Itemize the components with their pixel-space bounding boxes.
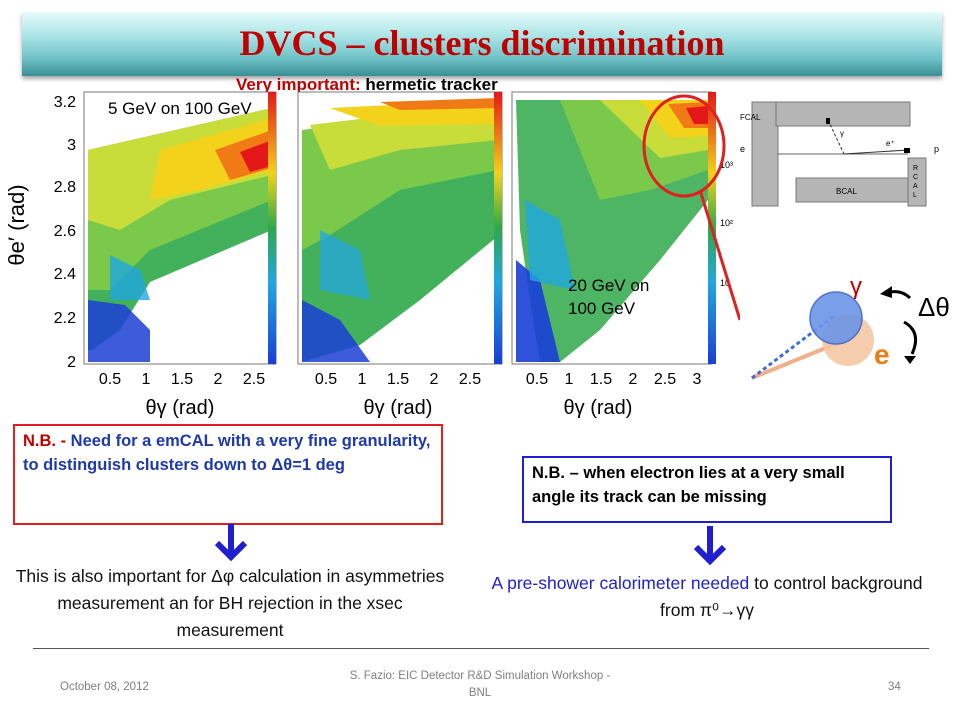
bcal-label: BCAL xyxy=(836,187,857,196)
histogram-panel-1: 5 GeV on 100 GeV xyxy=(83,91,277,365)
down-arrow-right xyxy=(693,526,727,566)
y-tick: 2.8 xyxy=(54,179,76,196)
x-tick: 2 xyxy=(629,371,638,388)
rcal-label-r: R xyxy=(913,165,918,172)
rcal-label-l: L xyxy=(913,192,917,199)
down-arrow-left xyxy=(214,524,248,562)
histogram-panels: θe′ (rad) 3.2 3 2.8 2.6 2.4 2.2 2 5 GeV … xyxy=(4,91,740,419)
importance-paragraph: This is also important for Δφ calculatio… xyxy=(15,566,445,640)
slide-title: DVCS – clusters discrimination xyxy=(239,23,725,63)
y-axis-label: θe′ (rad) xyxy=(4,184,29,265)
rcal-label-c: C xyxy=(913,174,918,181)
x-axis-label-3: θγ (rad) xyxy=(564,397,633,419)
panel-3-label-1: 20 GeV on xyxy=(568,276,649,295)
footer-credit: S. Fazio: EIC Detector R&D Simulation Wo… xyxy=(349,670,611,699)
x-axis-label-2: θγ (rad) xyxy=(364,397,433,419)
x-tick: 1 xyxy=(565,371,574,388)
x-tick: 0.5 xyxy=(99,371,121,388)
x-axis-label-1: θγ (rad) xyxy=(146,397,215,419)
note-box-emcal: N.B. - Need for a emCAL with a very fine… xyxy=(13,424,443,525)
panel-1-label: 5 GeV on 100 GeV xyxy=(108,99,252,118)
y-ticks: 3.2 3 2.8 2.6 2.4 2.2 2 xyxy=(54,94,76,371)
preshower-paragraph: A pre-shower calorimeter needed to contr… xyxy=(482,570,932,624)
x-tick: 2.5 xyxy=(459,371,481,388)
positron-label: e⁺ xyxy=(886,139,895,148)
fcal-label: FCAL xyxy=(740,113,761,122)
preshower-emphasis: A pre-shower calorimeter needed xyxy=(491,573,750,593)
electron-beam-label: e xyxy=(740,144,745,154)
title-bar xyxy=(22,12,942,76)
y-tick: 2.4 xyxy=(54,266,76,283)
histogram-panel-2 xyxy=(297,91,503,365)
x-tick: 1 xyxy=(358,371,367,388)
subtitle-rest: hermetic tracker xyxy=(360,75,498,94)
footer-date: October 08, 2012 xyxy=(60,681,149,693)
x-tick: 1 xyxy=(142,371,151,388)
page-number: 34 xyxy=(888,681,901,693)
detector-schematic: FCAL BCAL R C A L e p γ e⁺ xyxy=(736,98,948,210)
preshower-rest: to control background from π⁰→γγ xyxy=(660,573,923,620)
subtitle: Very important: hermetic tracker xyxy=(236,75,498,95)
proton-beam-label: p xyxy=(934,144,939,154)
y-tick: 2 xyxy=(67,354,76,371)
note-right-text: N.B. – when electron lies at a very smal… xyxy=(532,464,845,506)
x-tick: 2.5 xyxy=(243,371,265,388)
x-tick: 2.5 xyxy=(654,371,676,388)
y-tick: 2.2 xyxy=(54,310,76,327)
y-tick: 2.6 xyxy=(54,223,76,240)
highlight-pointer xyxy=(698,189,740,321)
electron-sketch-label: e xyxy=(874,339,890,370)
x-ticks-panel-1: 0.5 1 1.5 2 2.5 xyxy=(99,371,265,388)
note-box-tracking: N.B. – when electron lies at a very smal… xyxy=(522,456,892,523)
y-tick: 3 xyxy=(67,137,76,154)
subtitle-emphasis: Very important: xyxy=(236,75,361,94)
x-tick: 1.5 xyxy=(387,371,409,388)
x-tick: 2 xyxy=(214,371,223,388)
cluster-sketch: γ Δθ e xyxy=(751,273,950,380)
histogram-panel-3: 20 GeV on 100 GeV 10³ 10² 10 xyxy=(511,91,733,365)
x-tick: 3 xyxy=(693,371,702,388)
x-ticks-panel-2: 0.5 1 1.5 2 2.5 xyxy=(315,371,481,388)
gamma-sketch-label: γ xyxy=(850,273,862,300)
footer-divider xyxy=(33,648,929,649)
highlight-circle xyxy=(642,94,726,198)
colorbar-tick: 10³ xyxy=(720,160,733,170)
delta-theta-label: Δθ xyxy=(918,292,950,322)
x-tick: 1.5 xyxy=(171,371,193,388)
y-tick: 3.2 xyxy=(54,94,76,111)
gamma-label-small: γ xyxy=(840,129,844,138)
rcal-label-a: A xyxy=(913,183,918,190)
colorbar-tick: 10² xyxy=(720,218,733,228)
note-left-text: Need for a emCAL with a very fine granul… xyxy=(23,432,431,474)
x-tick: 0.5 xyxy=(526,371,548,388)
panel-3-label-2: 100 GeV xyxy=(568,299,636,318)
colorbar-tick: 10 xyxy=(720,278,730,288)
x-ticks-panel-3: 0.5 1 1.5 2 2.5 3 xyxy=(526,371,702,388)
note-left-nb: N.B. - xyxy=(23,432,71,450)
x-tick: 0.5 xyxy=(315,371,337,388)
x-tick: 2 xyxy=(430,371,439,388)
x-tick: 1.5 xyxy=(590,371,612,388)
